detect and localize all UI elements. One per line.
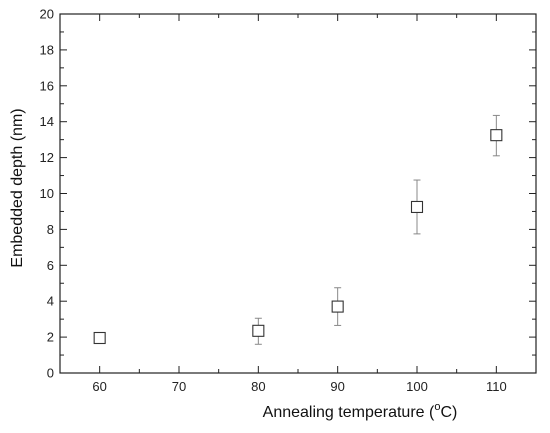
y-tick-label: 2: [47, 330, 54, 345]
y-tick-label: 12: [40, 150, 54, 165]
y-tick-label: 18: [40, 42, 54, 57]
data-point: [410, 200, 424, 214]
y-tick-label: 10: [40, 186, 54, 201]
y-tick-label: 16: [40, 78, 54, 93]
x-tick-label: 110: [486, 379, 507, 394]
y-tick-label: 0: [47, 366, 54, 381]
x-tick-label: 80: [251, 379, 265, 394]
y-tick-label: 6: [47, 258, 54, 273]
x-tick-label: 70: [172, 379, 186, 394]
data-point: [331, 300, 344, 313]
y-axis-label: Embedded depth (nm): [9, 108, 26, 267]
x-axis-label-superscript: o: [434, 401, 440, 413]
y-tick-label: 4: [47, 294, 54, 309]
axis-ticks: [59, 13, 537, 374]
plot-frame: [59, 13, 537, 374]
x-tick-label: 100: [406, 379, 428, 394]
data-point: [252, 324, 265, 337]
x-axis-label-unit: C): [440, 404, 457, 421]
x-tick-label: 90: [330, 379, 344, 394]
data-points: [93, 129, 503, 345]
x-tick-label: 60: [92, 379, 106, 394]
y-tick-label: 8: [47, 222, 54, 237]
error-bars: [254, 114, 500, 345]
y-tick-label: 14: [40, 114, 54, 129]
data-point: [93, 331, 106, 345]
data-point: [490, 129, 503, 142]
x-axis-label: Annealing temperature (oC): [263, 401, 458, 421]
y-tick-label: 20: [40, 7, 54, 22]
x-axis-label-main: Annealing temperature (: [263, 404, 435, 421]
axis-tick-labels: 60 70 80 90 100 110 0 2 4 6 8 10 12 14 16 18 20: [40, 7, 507, 395]
